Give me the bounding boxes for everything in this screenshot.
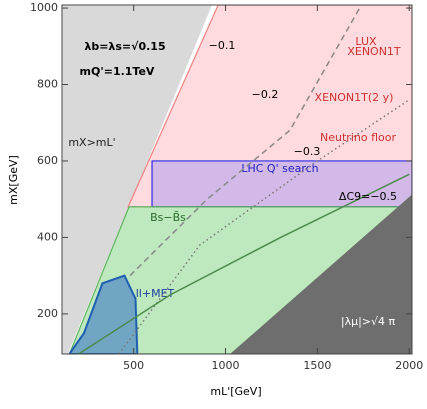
x-tick-label: 2000 [395,359,423,372]
y-tick-label: 800 [37,78,58,91]
annotation: −0.3 [294,145,321,158]
contour [129,7,361,277]
contour-label: −0.1 [209,39,236,52]
region-label: LHC Q' search [241,162,318,175]
y-axis-label: mX[GeV] [7,155,20,205]
annotation: LUX [355,35,377,48]
region-label: XENON1T [347,45,401,58]
annotation: XENON1T(2 y) [315,91,394,104]
y-tick-label: 1000 [30,1,58,14]
annotation: mQ'=1.1TeV [80,65,155,78]
x-tick-label: 1000 [212,359,240,372]
region [230,194,412,354]
contour [118,99,410,354]
x-tick-label: 500 [123,359,144,372]
x-axis-label: mL'[GeV] [210,385,261,398]
y-tick-label: 600 [37,154,58,167]
region [68,274,139,354]
annotation: Neutrino floor [320,131,396,144]
region-label: Bs−B̄s [150,211,186,224]
contour [78,173,410,354]
region-label: mX>mL' [68,136,115,149]
contour-label: ΔC9=−0.5 [339,190,397,203]
annotation: λb=λs=√0.15 [84,40,165,53]
x-tick-label: 1500 [303,359,331,372]
contour-label: −0.2 [252,88,279,101]
region [68,194,412,354]
region-label: ll+MET [136,287,175,300]
y-tick-label: 200 [37,307,58,320]
plot-frame [61,4,413,355]
region [62,5,214,354]
y-tick-label: 400 [37,230,58,243]
region-label: |λμ|>√4 π [341,315,396,328]
